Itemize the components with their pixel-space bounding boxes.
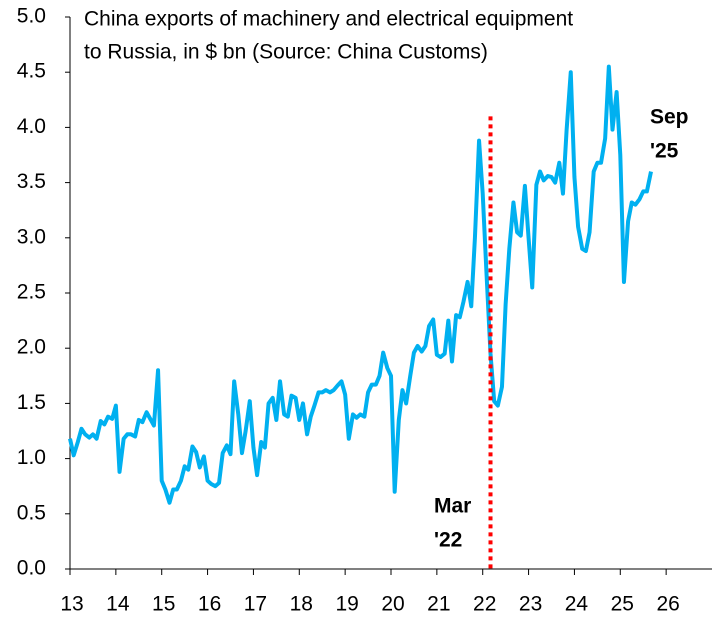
x-tick-label: 13 [60, 593, 83, 616]
y-tick-label: 1.5 [17, 391, 46, 414]
annotation: Mar [434, 495, 471, 518]
x-tick-label: 17 [244, 593, 267, 616]
annotation: '22 [434, 529, 462, 552]
x-tick-label: 26 [656, 593, 679, 616]
x-tick-label: 18 [290, 593, 313, 616]
x-tick-label: 23 [519, 593, 542, 616]
annotation: '25 [650, 140, 679, 163]
y-tick-label: 2.0 [17, 336, 46, 359]
y-tick-label: 0.0 [17, 557, 46, 580]
data-line [68, 64, 653, 505]
annotation: Sep [650, 106, 689, 129]
x-tick-label: 25 [611, 593, 634, 616]
x-tick-label: 24 [565, 593, 589, 616]
y-tick-label: 2.5 [17, 281, 46, 304]
chart-title: China exports of machinery and electrica… [84, 8, 573, 31]
y-tick-label: 3.0 [17, 225, 46, 248]
x-tick-label: 19 [335, 593, 358, 616]
y-tick-label: 0.5 [17, 501, 46, 524]
chart-title: to Russia, in $ bn (Source: China Custom… [84, 41, 488, 64]
y-tick-label: 5.0 [17, 5, 46, 28]
y-tick-label: 1.0 [17, 446, 46, 469]
y-tick-label: 4.0 [17, 115, 46, 138]
y-tick-label: 3.5 [17, 170, 46, 193]
x-tick-label: 22 [473, 593, 496, 616]
y-tick-label: 4.5 [17, 60, 46, 83]
x-tick-label: 20 [381, 593, 404, 616]
x-tick-label: 15 [152, 593, 175, 616]
x-tick-label: 21 [427, 593, 450, 616]
x-tick-label: 16 [198, 593, 221, 616]
x-tick-label: 14 [106, 593, 130, 616]
